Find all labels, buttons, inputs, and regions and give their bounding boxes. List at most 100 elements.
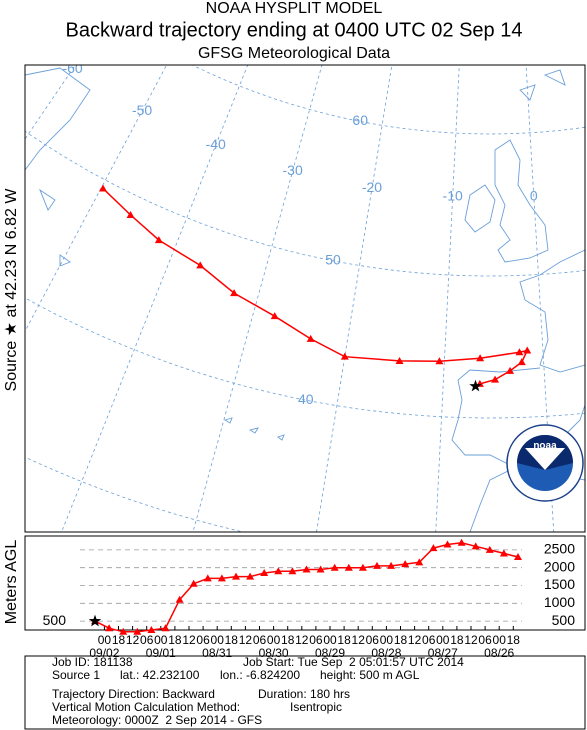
trajectory-point (154, 236, 163, 244)
trajectory-point (435, 357, 444, 365)
meridian (25, 65, 168, 333)
height-point (246, 572, 255, 580)
meridian (0, 0, 203, 309)
height-point (302, 565, 311, 573)
height-point (401, 560, 410, 568)
height-panel (24, 535, 586, 631)
trajectory-point (306, 334, 315, 342)
height-point (105, 624, 114, 632)
footer-text: Job ID: 181138 (52, 655, 133, 669)
date-label: 08/31 (202, 646, 232, 660)
meridian (25, 65, 76, 140)
height-point (147, 626, 156, 633)
footer-text: Vertical Motion Calculation Method: (52, 700, 240, 714)
y-axis-label: Meters AGL (3, 540, 20, 625)
height-point (260, 569, 269, 577)
x-tick-label: 06 (309, 633, 323, 647)
height-point (203, 574, 212, 582)
height-point (161, 624, 170, 632)
height-point (274, 567, 283, 575)
footer-text: lon.: -6.824200 (220, 668, 300, 682)
y-tick-label: 1000 (544, 594, 575, 610)
x-tick-label: 18 (281, 633, 295, 647)
source-star (469, 379, 482, 392)
parallel (25, 456, 245, 532)
x-tick-label: 06 (196, 633, 210, 647)
x-tick-label: 00 (323, 633, 337, 647)
date-label: 09/01 (146, 646, 176, 660)
footer-text: lat.: 42.232100 (120, 668, 200, 682)
meridian (316, 65, 393, 532)
parallel (25, 130, 585, 277)
trajectory-point (523, 346, 532, 354)
source-star (88, 614, 102, 627)
start-height-label: 500 (43, 612, 67, 628)
height-point (217, 574, 226, 582)
height-point (288, 567, 297, 575)
height-point (429, 544, 438, 552)
date-label: 08/26 (484, 646, 514, 660)
trajectory-point (517, 358, 526, 366)
longitude-label: -50 (132, 102, 152, 118)
x-tick-label: 18 (337, 633, 351, 647)
height-point (373, 561, 381, 569)
trajectory-point (476, 354, 485, 362)
x-tick-label: 18 (507, 633, 521, 647)
x-tick-label: 00 (267, 633, 281, 647)
x-tick-label: 00 (493, 633, 507, 647)
x-tick-label: 06 (140, 633, 154, 647)
x-tick-label: 06 (422, 633, 436, 647)
height-point (471, 542, 480, 550)
footer-text: Duration: 180 hrs (258, 687, 350, 701)
trajectory-point (395, 356, 404, 364)
date-label: 08/30 (259, 646, 289, 660)
height-point (344, 563, 353, 571)
x-tick-label: 12 (126, 633, 140, 647)
trajectory-point (230, 289, 239, 297)
x-tick-label: 12 (464, 633, 478, 647)
longitude-label: -30 (283, 162, 303, 178)
footer-text: Job Start: Tue Sep 2 05:01:57 UTC 2014 (243, 655, 464, 669)
height-point (133, 627, 142, 635)
height-point (415, 558, 424, 566)
date-label: 08/27 (428, 646, 458, 660)
map: -60 -50 -40 -30 -20 -10 0 60 50 40 (0, 0, 585, 532)
y-tick-label: 1500 (544, 576, 575, 592)
footer-text: Isentropic (290, 700, 342, 714)
footer-frame (24, 655, 586, 730)
subtitle: GFSG Meteorological Data (198, 45, 390, 62)
x-tick-label: 12 (295, 633, 309, 647)
noaa-logo: noaa (506, 424, 584, 502)
height-point (443, 540, 452, 548)
trajectory-point (126, 210, 135, 218)
x-tick-label: 12 (239, 633, 253, 647)
height-point (499, 549, 508, 557)
coastline (223, 417, 285, 441)
x-tick-label: 12 (352, 633, 366, 647)
meridian (61, 65, 249, 532)
trajectory-point (270, 312, 279, 320)
parallel (191, 65, 585, 135)
trajectory-line (102, 187, 529, 387)
x-tick-label: 06 (478, 633, 492, 647)
latitude-label: 40 (298, 391, 314, 407)
x-tick-label: 12 (408, 633, 422, 647)
x-tick-label: 00 (380, 633, 394, 647)
title: NOAA HYSPLIT MODEL (206, 0, 383, 17)
height-point (457, 538, 466, 546)
footer-text: Meteorology: 0000Z 2 Sep 2014 - GFS (52, 713, 262, 727)
longitude-label: -20 (362, 179, 382, 195)
x-tick-label: 00 (98, 633, 112, 647)
source-label: Source ★ at 42.23 N 6.82 W (3, 188, 20, 392)
latitude-label: 60 (352, 112, 368, 128)
meridian (192, 65, 323, 532)
svg-text:noaa: noaa (533, 441, 557, 452)
height-point (189, 579, 198, 587)
footer-text: Trajectory Direction: Backward (52, 687, 215, 701)
longitude-label: 0 (530, 187, 538, 203)
footer-text: Source 1 (52, 668, 100, 682)
height-point (358, 563, 367, 571)
date-label: 08/29 (315, 646, 345, 660)
height-point (330, 563, 339, 571)
